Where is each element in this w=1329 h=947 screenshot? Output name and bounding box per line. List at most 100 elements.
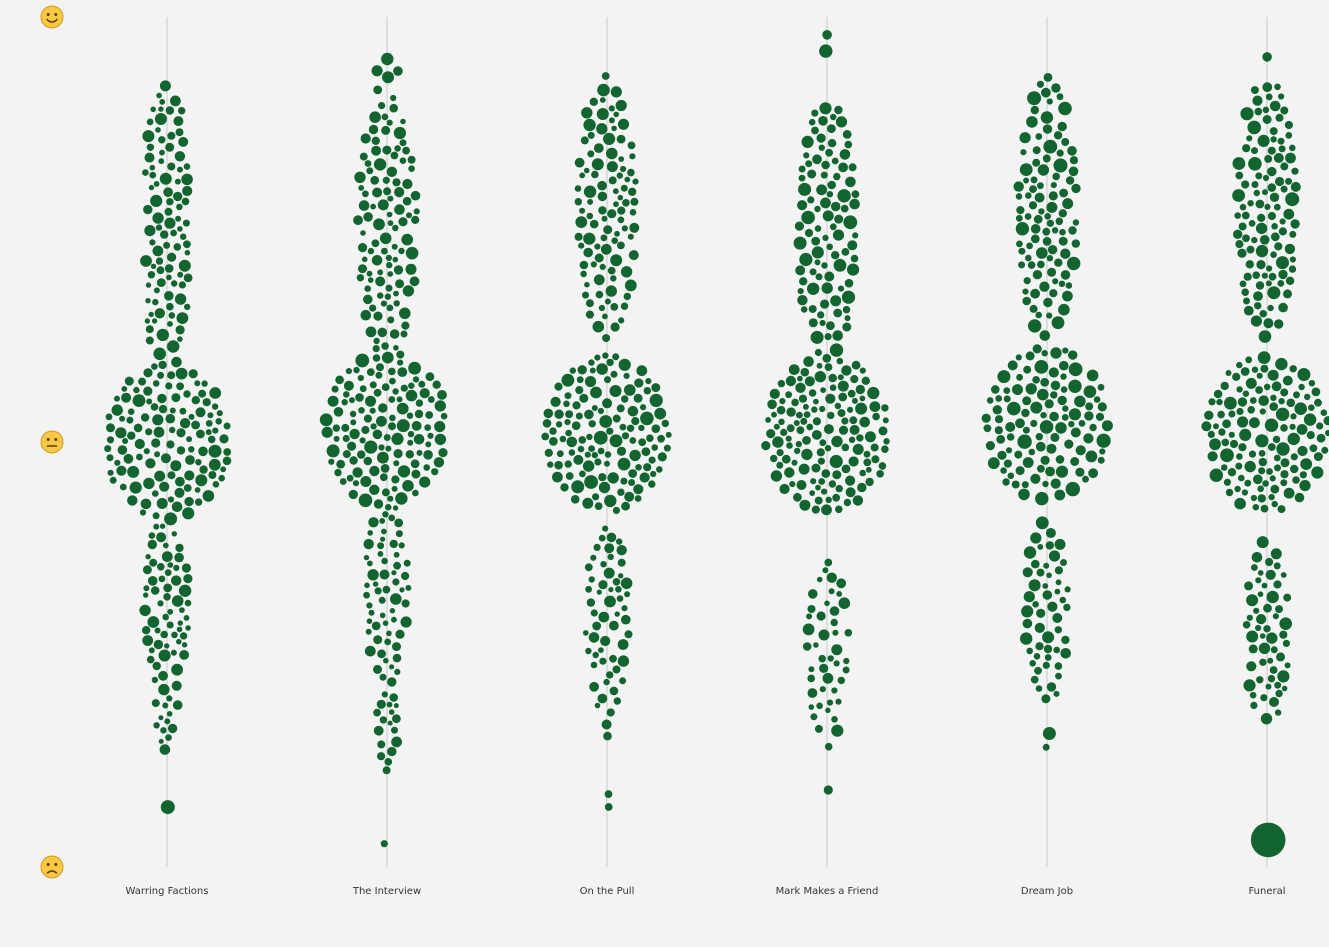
data-point xyxy=(179,650,190,660)
data-point xyxy=(1036,608,1046,618)
data-point xyxy=(1030,234,1040,244)
data-point xyxy=(598,304,606,312)
data-point xyxy=(1046,255,1054,262)
data-point xyxy=(801,448,813,461)
data-point xyxy=(579,172,586,179)
data-point xyxy=(824,445,832,452)
data-point xyxy=(601,215,608,222)
data-point xyxy=(160,800,175,815)
data-point xyxy=(366,618,373,624)
data-point xyxy=(823,424,834,435)
data-point xyxy=(160,453,171,464)
data-point xyxy=(794,447,801,455)
data-point xyxy=(610,275,617,282)
data-point xyxy=(1311,387,1321,397)
data-point xyxy=(342,450,351,459)
data-point xyxy=(389,539,398,549)
data-point xyxy=(604,790,613,798)
data-point xyxy=(841,464,851,474)
data-point xyxy=(359,437,366,444)
data-point xyxy=(333,435,340,442)
data-point xyxy=(1056,93,1064,101)
data-point xyxy=(377,551,384,557)
data-point xyxy=(1308,380,1316,387)
data-point xyxy=(1054,489,1066,501)
data-point xyxy=(602,525,609,532)
data-point xyxy=(657,452,667,462)
data-point xyxy=(1270,548,1282,560)
data-point xyxy=(1325,429,1329,437)
data-point xyxy=(148,532,156,539)
data-point xyxy=(183,240,191,249)
data-point xyxy=(1263,318,1274,329)
data-point xyxy=(1290,453,1298,461)
data-point xyxy=(383,657,389,664)
data-point xyxy=(594,253,604,263)
data-point xyxy=(817,311,825,319)
data-point xyxy=(1285,152,1296,164)
data-point xyxy=(1051,316,1065,330)
data-point xyxy=(1220,464,1228,471)
data-point xyxy=(650,470,657,478)
data-point xyxy=(1283,289,1292,299)
data-point xyxy=(803,152,810,159)
data-point xyxy=(133,423,143,433)
data-point xyxy=(402,178,413,190)
data-point xyxy=(1024,213,1032,220)
data-point xyxy=(381,383,390,391)
data-point xyxy=(1019,132,1031,144)
data-point xyxy=(166,198,174,206)
data-point xyxy=(116,465,127,476)
data-point xyxy=(1272,435,1281,444)
data-point xyxy=(994,426,1003,435)
data-point xyxy=(154,470,166,482)
data-point xyxy=(881,445,889,454)
data-point xyxy=(1059,228,1066,236)
sad-face-icon xyxy=(40,855,64,879)
data-point xyxy=(178,281,186,289)
data-point xyxy=(129,481,142,494)
data-point xyxy=(1267,286,1281,300)
data-point xyxy=(1053,131,1063,140)
data-point xyxy=(591,451,598,459)
data-point xyxy=(850,375,859,384)
data-point xyxy=(773,423,780,430)
data-point xyxy=(440,412,448,420)
data-point xyxy=(597,447,605,455)
data-point xyxy=(1256,536,1269,549)
data-point xyxy=(849,416,858,425)
data-point xyxy=(1250,86,1259,95)
data-point xyxy=(616,545,627,556)
data-point xyxy=(597,83,610,97)
data-point xyxy=(776,461,784,469)
data-point xyxy=(405,450,414,459)
data-point xyxy=(1003,459,1013,468)
data-point xyxy=(166,440,175,449)
data-point xyxy=(636,365,648,377)
data-point xyxy=(626,424,635,432)
data-point xyxy=(606,427,614,435)
data-point xyxy=(1241,180,1250,189)
data-point xyxy=(145,428,153,436)
data-point xyxy=(628,479,636,486)
data-point xyxy=(1269,127,1278,136)
data-point xyxy=(603,678,610,686)
data-point xyxy=(819,44,833,58)
data-point xyxy=(604,803,613,811)
data-point xyxy=(1044,399,1054,409)
data-point xyxy=(1022,296,1031,306)
data-point xyxy=(564,460,572,468)
data-point xyxy=(1243,272,1252,281)
data-point xyxy=(583,247,593,258)
data-point xyxy=(606,161,618,173)
data-point xyxy=(588,576,595,583)
data-point xyxy=(163,241,171,249)
data-point xyxy=(981,413,991,423)
data-point xyxy=(1025,254,1032,262)
data-point xyxy=(1022,618,1033,629)
data-point xyxy=(1036,80,1044,88)
data-point xyxy=(608,176,617,185)
data-point xyxy=(597,407,605,415)
data-point xyxy=(391,736,402,748)
data-point xyxy=(381,52,394,66)
